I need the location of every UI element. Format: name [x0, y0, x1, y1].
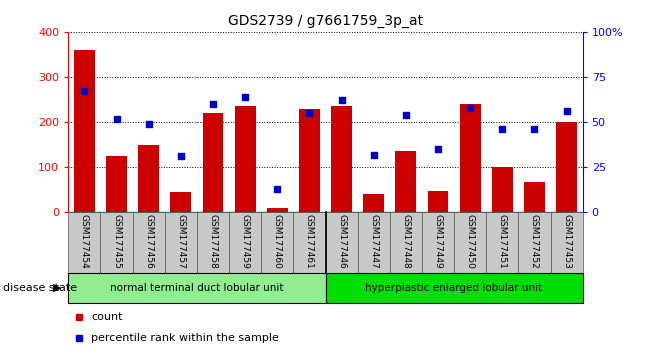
Text: count: count	[92, 312, 123, 322]
Text: GSM177457: GSM177457	[176, 214, 186, 269]
Point	[240, 94, 251, 100]
Bar	[106, 156, 127, 212]
Bar	[326, 273, 583, 303]
Bar	[261, 212, 294, 273]
Text: GSM177450: GSM177450	[465, 214, 475, 269]
Bar	[551, 212, 583, 273]
Bar	[165, 212, 197, 273]
Bar	[460, 104, 480, 212]
Text: GSM177449: GSM177449	[434, 214, 443, 269]
Bar	[299, 109, 320, 212]
Bar	[428, 191, 449, 212]
Title: GDS2739 / g7661759_3p_at: GDS2739 / g7661759_3p_at	[228, 14, 423, 28]
Bar	[68, 212, 100, 273]
Bar	[363, 194, 384, 212]
Bar	[422, 212, 454, 273]
Point	[529, 126, 540, 132]
Bar	[235, 106, 256, 212]
Bar	[68, 273, 326, 303]
Bar	[197, 212, 229, 273]
Point	[111, 116, 122, 121]
Point	[143, 121, 154, 127]
Text: GSM177459: GSM177459	[241, 214, 249, 269]
Point	[368, 152, 379, 158]
Text: GSM177454: GSM177454	[80, 214, 89, 269]
Bar	[390, 212, 422, 273]
Text: percentile rank within the sample: percentile rank within the sample	[92, 333, 279, 343]
Text: ▶: ▶	[53, 282, 62, 293]
Text: GSM177460: GSM177460	[273, 214, 282, 269]
Text: GSM177458: GSM177458	[208, 214, 217, 269]
Bar	[326, 212, 357, 273]
Text: GSM177448: GSM177448	[402, 214, 410, 269]
Bar	[331, 106, 352, 212]
Text: disease state: disease state	[3, 282, 77, 293]
Point	[272, 186, 283, 192]
Bar	[138, 145, 159, 212]
Point	[337, 98, 347, 103]
Text: GSM177456: GSM177456	[145, 214, 153, 269]
Bar	[357, 212, 390, 273]
Bar	[492, 167, 513, 212]
Text: GSM177453: GSM177453	[562, 214, 571, 269]
Bar	[229, 212, 261, 273]
Bar	[202, 113, 223, 212]
Text: hyperplastic enlarged lobular unit: hyperplastic enlarged lobular unit	[365, 282, 543, 293]
Text: GSM177461: GSM177461	[305, 214, 314, 269]
Text: GSM177455: GSM177455	[112, 214, 121, 269]
Bar	[395, 152, 416, 212]
Text: GSM177452: GSM177452	[530, 214, 539, 269]
Point	[304, 110, 314, 116]
Bar	[171, 192, 191, 212]
Bar	[524, 182, 545, 212]
Bar	[556, 122, 577, 212]
Point	[79, 88, 90, 94]
Point	[497, 126, 508, 132]
Point	[465, 105, 475, 110]
Bar	[518, 212, 551, 273]
Point	[176, 154, 186, 159]
Point	[400, 112, 411, 118]
Bar	[100, 212, 133, 273]
Text: GSM177446: GSM177446	[337, 214, 346, 269]
Point	[561, 108, 572, 114]
Bar	[267, 208, 288, 212]
Bar	[486, 212, 518, 273]
Text: normal terminal duct lobular unit: normal terminal duct lobular unit	[110, 282, 284, 293]
Text: GSM177447: GSM177447	[369, 214, 378, 269]
Bar	[294, 212, 326, 273]
Bar	[454, 212, 486, 273]
Bar	[74, 50, 95, 212]
Point	[208, 101, 218, 107]
Text: GSM177451: GSM177451	[498, 214, 506, 269]
Point	[433, 147, 443, 152]
Bar	[133, 212, 165, 273]
